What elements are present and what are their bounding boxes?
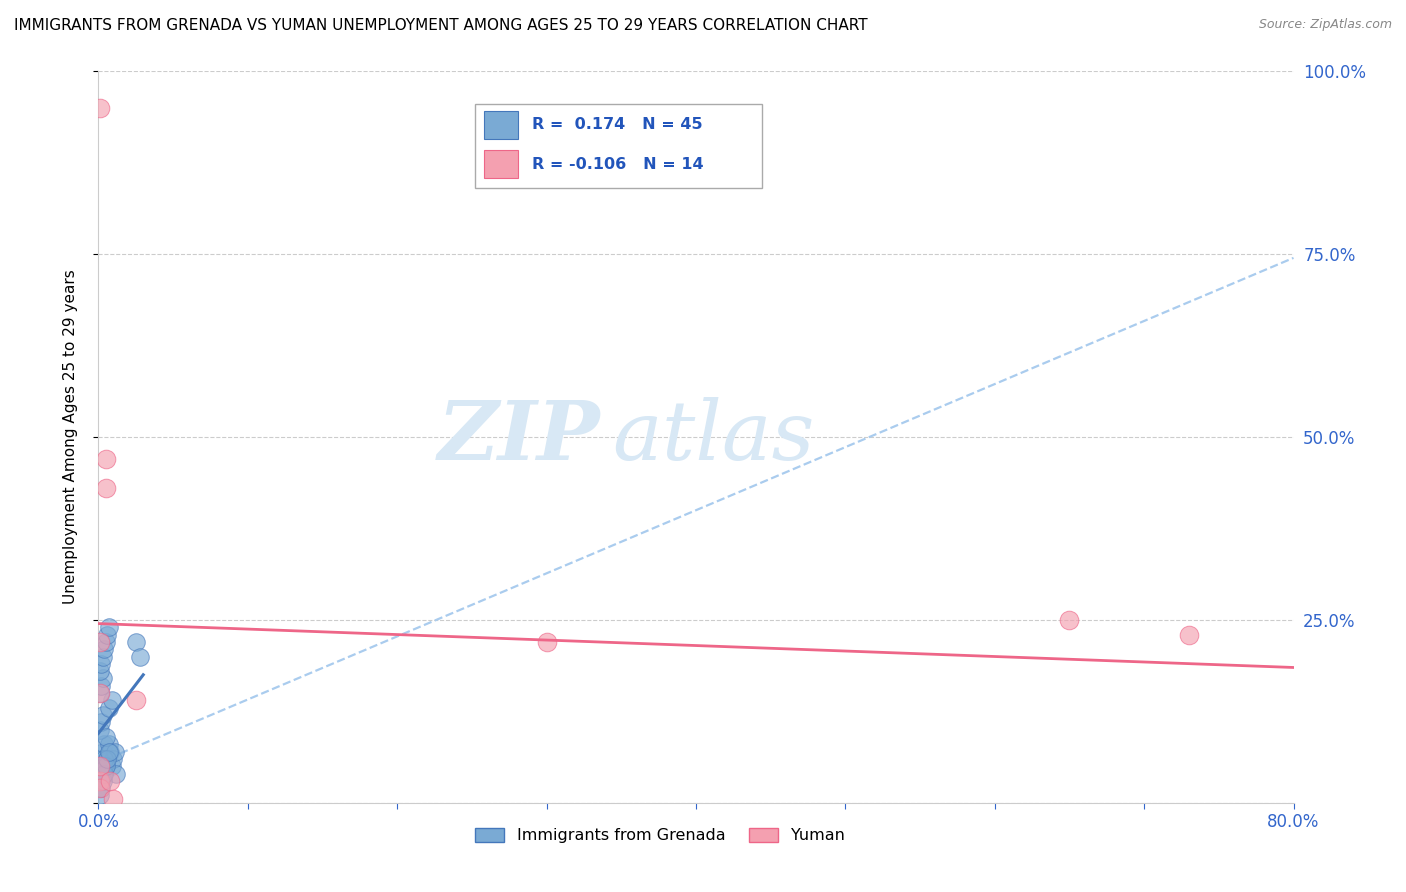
- Text: R =  0.174   N = 45: R = 0.174 N = 45: [533, 117, 703, 132]
- Point: [89, 686, 111, 700]
- Point: [90, 766, 112, 780]
- Point: [96, 752, 118, 766]
- Point: [125, 635, 148, 649]
- Point: [94, 481, 117, 495]
- Point: [103, 792, 125, 806]
- Point: [89, 635, 111, 649]
- Point: [105, 766, 128, 780]
- Point: [125, 693, 148, 707]
- Point: [90, 657, 112, 671]
- Point: [94, 759, 117, 773]
- Point: [90, 679, 112, 693]
- Point: [536, 635, 558, 649]
- Point: [89, 773, 111, 788]
- Point: [98, 773, 122, 788]
- Text: Source: ZipAtlas.com: Source: ZipAtlas.com: [1258, 18, 1392, 31]
- Point: [104, 745, 127, 759]
- Legend: Immigrants from Grenada, Yuman: Immigrants from Grenada, Yuman: [470, 822, 851, 850]
- Point: [91, 708, 114, 723]
- Point: [96, 752, 118, 766]
- Point: [94, 759, 117, 773]
- Y-axis label: Unemployment Among Ages 25 to 29 years: Unemployment Among Ages 25 to 29 years: [63, 269, 77, 605]
- Point: [91, 649, 114, 664]
- Point: [89, 101, 111, 115]
- Point: [94, 730, 117, 744]
- Point: [89, 723, 111, 737]
- Point: [93, 737, 115, 751]
- Text: R = -0.106   N = 14: R = -0.106 N = 14: [533, 157, 704, 172]
- Point: [94, 452, 117, 467]
- Point: [1059, 613, 1081, 627]
- Point: [89, 759, 111, 773]
- Point: [98, 745, 122, 759]
- Text: atlas: atlas: [613, 397, 814, 477]
- Point: [129, 649, 152, 664]
- Point: [89, 781, 111, 796]
- FancyBboxPatch shape: [485, 151, 517, 178]
- Point: [97, 745, 120, 759]
- Text: IMMIGRANTS FROM GRENADA VS YUMAN UNEMPLOYMENT AMONG AGES 25 TO 29 YEARS CORRELAT: IMMIGRANTS FROM GRENADA VS YUMAN UNEMPLO…: [14, 18, 868, 33]
- Point: [97, 700, 120, 714]
- Point: [90, 773, 112, 788]
- Point: [97, 737, 120, 751]
- Point: [93, 752, 115, 766]
- Point: [91, 672, 114, 686]
- Point: [1178, 627, 1201, 641]
- Point: [94, 635, 117, 649]
- Point: [91, 759, 114, 773]
- Point: [93, 642, 115, 657]
- Point: [91, 745, 114, 759]
- Point: [89, 686, 111, 700]
- FancyBboxPatch shape: [475, 104, 762, 188]
- Point: [97, 620, 120, 634]
- Point: [91, 773, 114, 788]
- Point: [93, 766, 115, 780]
- Point: [89, 759, 111, 773]
- Point: [89, 664, 111, 678]
- Point: [90, 752, 112, 766]
- Text: ZIP: ZIP: [437, 397, 600, 477]
- Point: [89, 789, 111, 803]
- FancyBboxPatch shape: [485, 111, 517, 138]
- Point: [96, 627, 118, 641]
- Point: [103, 752, 125, 766]
- Point: [91, 766, 114, 780]
- Point: [89, 773, 111, 788]
- Point: [101, 693, 124, 707]
- Point: [90, 715, 112, 730]
- Point: [101, 759, 124, 773]
- Point: [90, 781, 112, 796]
- Point: [89, 781, 111, 796]
- Point: [93, 759, 115, 773]
